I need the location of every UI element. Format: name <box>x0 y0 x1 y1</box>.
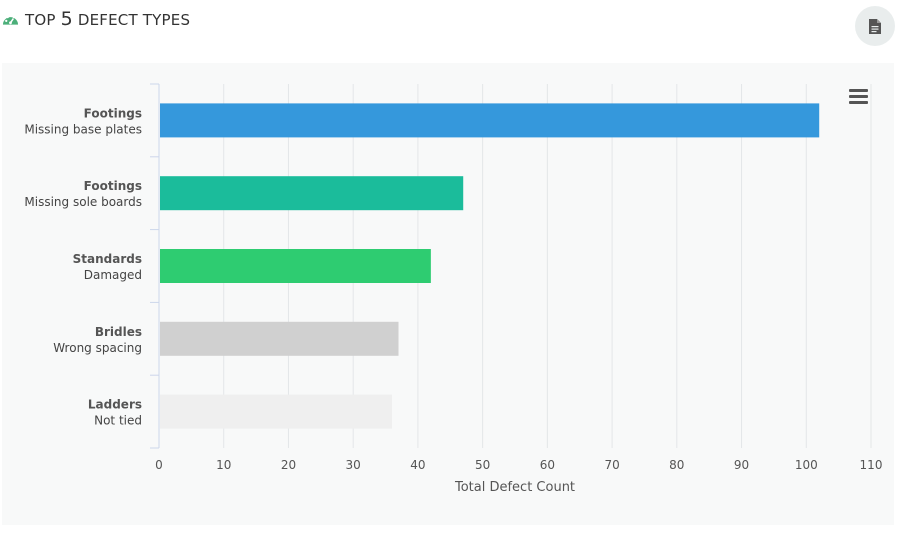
x-tick-label: 10 <box>216 458 231 472</box>
grid <box>223 84 872 448</box>
document-icon <box>869 18 881 34</box>
chart-panel: 0 10 20 30 40 50 60 70 80 90 100 110 Footings Missing… <box>2 63 894 525</box>
bar[interactable] <box>160 249 431 283</box>
x-tick-label: 60 <box>540 458 555 472</box>
hamburger-menu-icon <box>849 89 868 104</box>
chart-context-menu-button[interactable] <box>844 85 872 111</box>
x-tick-label: 90 <box>734 458 749 472</box>
bar[interactable] <box>160 394 393 429</box>
widget-title: TOP 5 DEFECT TYPES <box>25 8 190 30</box>
x-tick-label: 50 <box>475 458 490 472</box>
title-prefix: TOP <box>25 11 61 29</box>
title-number: 5 <box>60 8 73 30</box>
x-axis-title: Total Defect Count <box>454 480 575 495</box>
category-group: Standards <box>73 252 142 266</box>
widget-header: TOP 5 DEFECT TYPES <box>2 8 190 30</box>
category-label: Ladders Not tied <box>88 398 142 428</box>
x-tick-label: 40 <box>410 458 425 472</box>
bars <box>160 103 820 429</box>
category-label: Footings Missing base plates <box>24 106 142 136</box>
category-group: Footings <box>84 179 142 193</box>
category-label: Standards Damaged <box>73 252 142 282</box>
x-tick-label: 80 <box>669 458 684 472</box>
category-name: Damaged <box>84 268 142 282</box>
x-tick-label: 0 <box>155 458 163 472</box>
category-name: Missing sole boards <box>24 195 142 209</box>
axes: 0 10 20 30 40 50 60 70 80 90 100 110 Footings Missing… <box>24 83 883 495</box>
category-label: Bridles Wrong spacing <box>53 325 142 355</box>
bar[interactable] <box>160 176 464 211</box>
category-name: Missing base plates <box>24 122 142 136</box>
x-tick-label: 70 <box>604 458 619 472</box>
category-group: Footings <box>84 106 142 120</box>
x-tick-label: 100 <box>795 458 818 472</box>
dashboard-icon <box>2 14 19 25</box>
category-label: Footings Missing sole boards <box>24 179 142 209</box>
x-tick-label: 110 <box>860 458 883 472</box>
x-tick-label: 20 <box>281 458 296 472</box>
bar[interactable] <box>160 103 820 138</box>
bar-chart: 0 10 20 30 40 50 60 70 80 90 100 110 Footings Missing… <box>24 83 883 495</box>
bar[interactable] <box>160 321 399 356</box>
x-tick-label: 30 <box>346 458 361 472</box>
category-group: Bridles <box>95 325 142 339</box>
category-name: Not tied <box>94 414 142 428</box>
export-report-button[interactable] <box>855 6 895 46</box>
category-name: Wrong spacing <box>53 341 142 355</box>
title-suffix: DEFECT TYPES <box>72 11 191 29</box>
category-group: Ladders <box>88 398 142 412</box>
